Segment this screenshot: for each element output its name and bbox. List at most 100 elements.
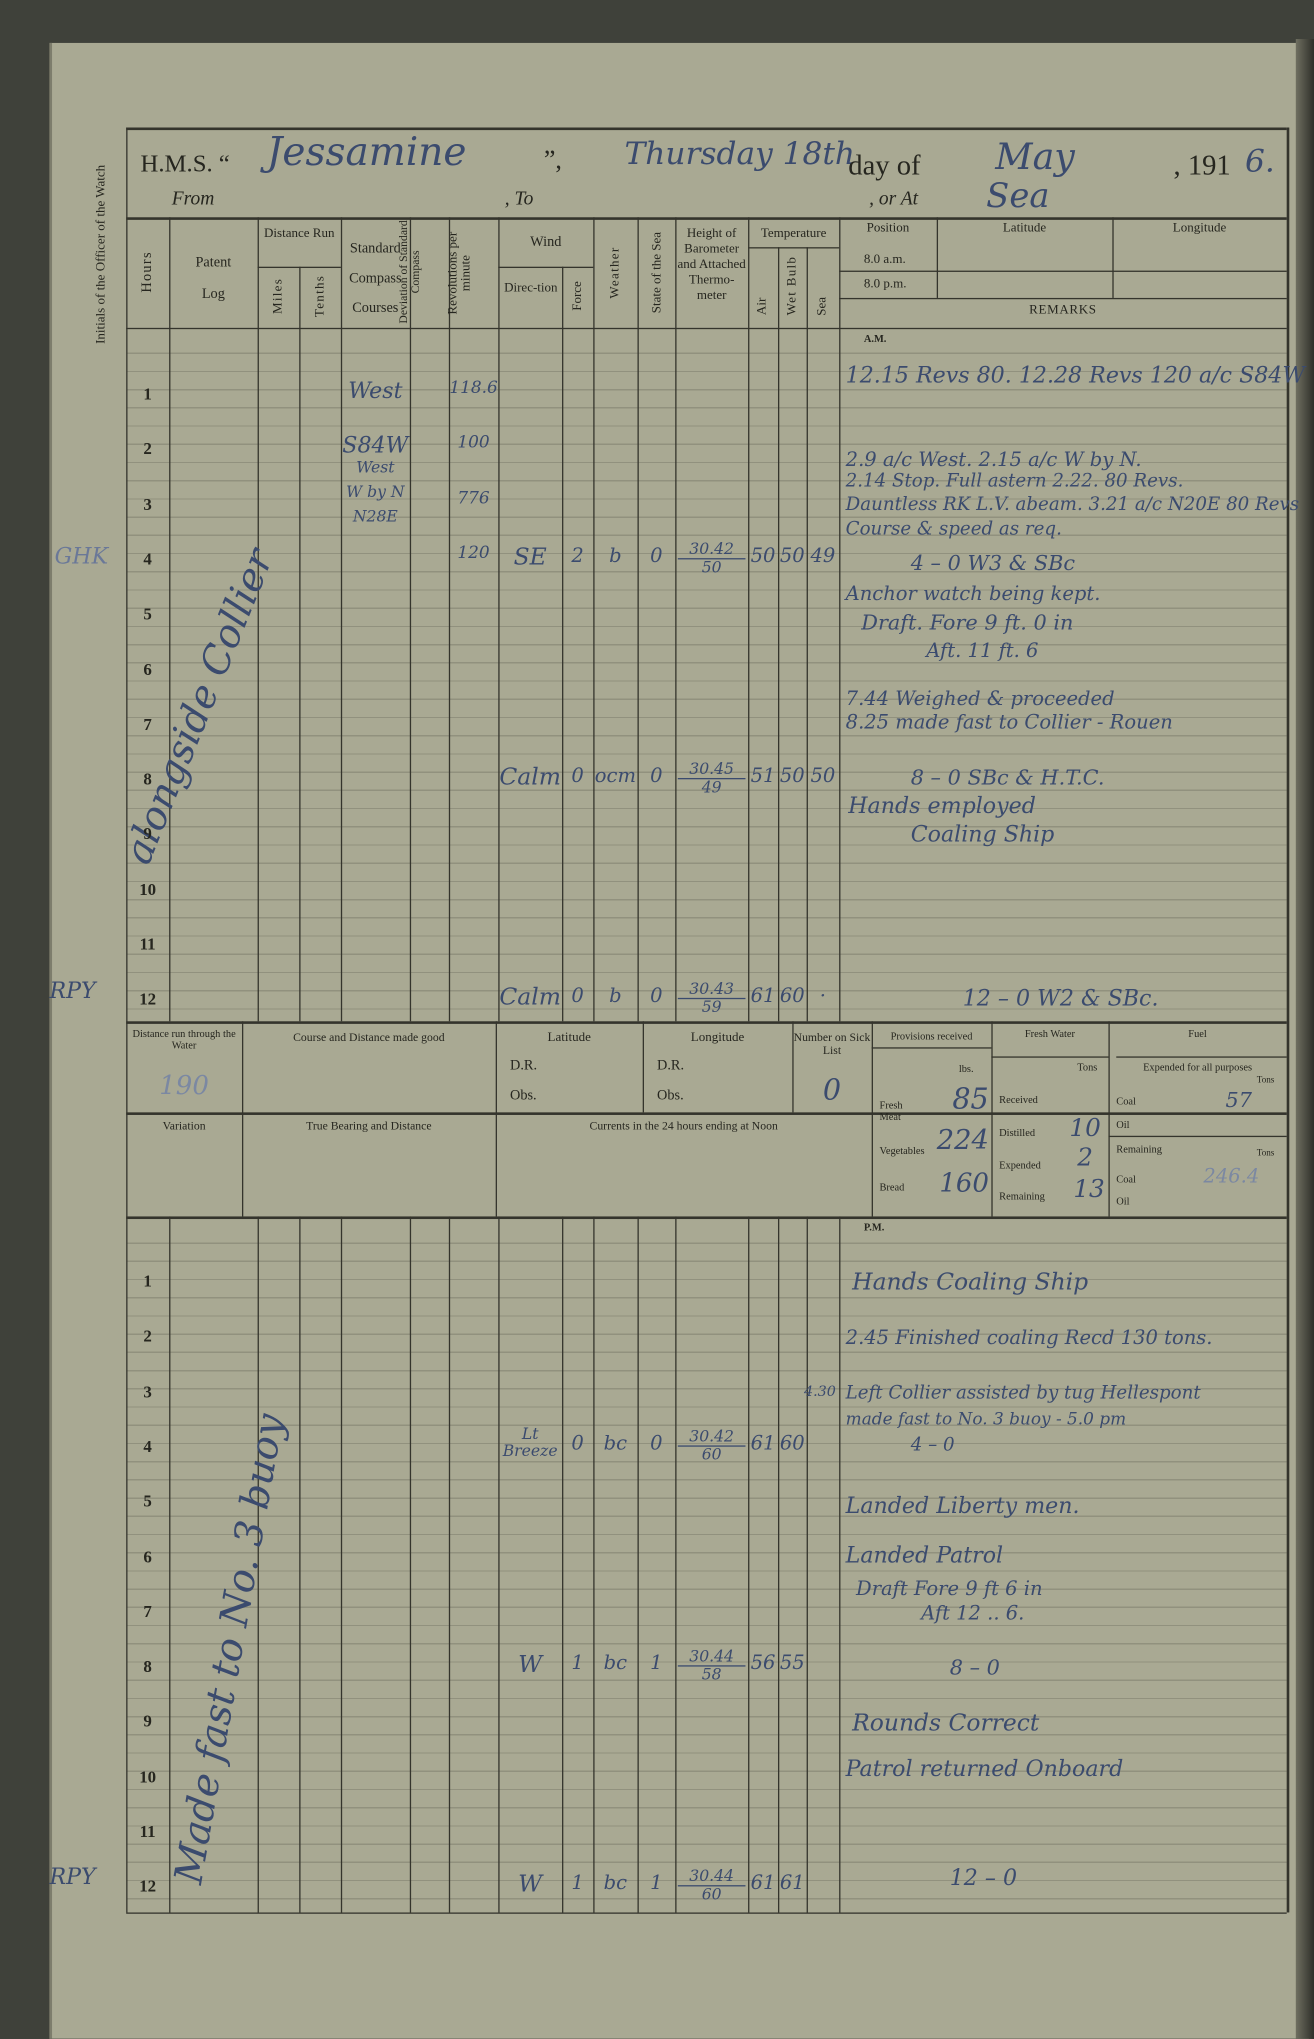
log-weather: bc <box>603 1871 628 1895</box>
rule-line <box>871 1047 992 1049</box>
remark-line: Aft. 11 ft. 6 <box>926 638 1039 663</box>
log-air: 61 <box>750 1871 776 1895</box>
log-revs: 776 <box>457 488 490 509</box>
remark-line: Aft 12 .. 6. <box>921 1601 1025 1625</box>
rule-line <box>126 1216 1287 1220</box>
currents-label: Currents in the 24 hours ending at Noon <box>589 1118 778 1132</box>
officer-initials: RPY <box>49 978 96 1005</box>
remark-line: 8 – 0 SBc & H.T.C. <box>910 764 1105 790</box>
log-force: 0 <box>571 983 584 1008</box>
rule-line <box>1116 1056 1287 1058</box>
log-sea-temp: · <box>819 983 826 1008</box>
hour-number: 1 <box>143 383 152 404</box>
log-air: 61 <box>750 983 776 1008</box>
log-air: 51 <box>750 763 776 788</box>
water-remaining-value: 13 <box>1073 1174 1105 1204</box>
log-sea-temp: 49 <box>810 543 836 568</box>
remark-line: Rounds Correct <box>852 1709 1040 1737</box>
log-wet: 50 <box>779 543 805 568</box>
log-wet: 60 <box>779 983 805 1008</box>
log-force: 2 <box>571 543 584 568</box>
vegetables-label: Vegetables <box>879 1144 925 1157</box>
am-label: A.M. <box>863 333 887 345</box>
column-line <box>340 217 343 1022</box>
col-patent-log: Patent Log <box>169 247 257 309</box>
remark-line: Draft. Fore 9 ft. 0 in <box>861 610 1074 635</box>
rule-line <box>126 127 1287 131</box>
log-revs: 120 <box>457 543 490 564</box>
remark-line: 12.15 Revs 80. 12.28 Revs 120 a/c S84W <box>845 362 1306 389</box>
remark-line: 8 – 0 <box>949 1654 1000 1680</box>
column-line <box>675 217 677 1022</box>
hour-number: 4 <box>143 548 152 569</box>
log-revs: 118.6 <box>449 378 498 399</box>
rule-line <box>1286 127 1290 1913</box>
remark-line: Draft Fore 9 ft 6 in <box>856 1576 1043 1601</box>
barometer-value: 30.44 <box>677 1648 746 1667</box>
hms-label: H.M.S. “ <box>140 150 230 179</box>
log-sea-state: 0 <box>650 543 663 568</box>
distance-run-label: Distance run through the Water <box>132 1027 236 1052</box>
log-sea-temp: 50 <box>810 763 836 788</box>
log-sea-state: 0 <box>650 983 663 1008</box>
hour-number: 9 <box>143 824 152 844</box>
log-force: 0 <box>571 763 584 788</box>
remark-line: 2.14 Stop. Full astern 2.22. 80 Revs. <box>845 470 1184 492</box>
or-at-label: , or At <box>869 188 919 210</box>
water-distilled-value: 10 <box>1069 1113 1101 1143</box>
longitude-obs-label: Obs. <box>657 1087 684 1104</box>
col-sea-temp: Sea <box>815 296 830 316</box>
remark-line: 7.44 Weighed & proceeded <box>845 686 1115 711</box>
col-deviation: Deviation of Standard Compass <box>396 220 422 324</box>
hour-number: 3 <box>143 1381 152 1401</box>
hour-number: 10 <box>139 879 157 899</box>
barometer-thermometer: 30.45 49 <box>677 761 746 796</box>
fuel-remaining-coal-label: Coal <box>1116 1173 1136 1186</box>
hour-number: 3 <box>143 493 152 514</box>
col-line: Compass <box>349 270 402 287</box>
col-force: Force <box>570 281 585 311</box>
fuel-remaining-label: Remaining <box>1116 1143 1162 1156</box>
quote-close: ”, <box>543 145 562 175</box>
fuel-remaining-unit: Tons <box>1256 1147 1275 1158</box>
fuel-expended-coal-label: Coal <box>1116 1095 1136 1108</box>
barometer-thermometer: 30.42 60 <box>677 1428 746 1463</box>
water-received-label: Received <box>999 1094 1038 1106</box>
rule-line <box>257 266 341 269</box>
course-entry: N28E <box>352 507 398 526</box>
fresh-meat-value: 85 <box>952 1083 989 1117</box>
hour-number: 6 <box>143 658 152 679</box>
remark-line: 12 – 0 <box>949 1865 1018 1892</box>
hour-number: 12 <box>139 1876 157 1896</box>
month: May <box>995 135 1075 179</box>
col-position: Position <box>866 221 910 236</box>
col-direction: Direc-tion <box>504 281 558 296</box>
fuel-expended-coal-value: 57 <box>1225 1087 1253 1113</box>
vegetables-value: 224 <box>936 1124 989 1156</box>
column-line <box>839 1216 841 1913</box>
remark-line: Dauntless RK L.V. abeam. 3.21 a/c N20E 8… <box>845 494 1300 516</box>
rule-line <box>871 1021 873 1217</box>
latitude-obs-label: Obs. <box>509 1087 537 1104</box>
fuel-remaining-coal-value: 246.4 <box>1203 1164 1260 1188</box>
remark-line: made fast to No. 3 buoy - 5.0 pm <box>845 1410 1127 1430</box>
remark-line: 4 – 0 W3 & SBc <box>910 550 1076 576</box>
barometer-value: 30.45 <box>677 761 746 780</box>
summary-latitude-label: Latitude <box>547 1030 591 1045</box>
rule-line <box>642 1021 644 1113</box>
remark-line: Left Collier assisted by tug Hellespont <box>845 1382 1201 1404</box>
log-direction: SE <box>513 543 547 571</box>
remark-line: Course & speed as req. <box>845 519 1062 540</box>
column-line <box>806 247 808 1022</box>
column-line <box>777 1216 780 1913</box>
remark-line: Patrol returned Onboard <box>845 1756 1124 1783</box>
col-latitude: Latitude <box>1002 221 1047 236</box>
col-standard-compass-courses: Standard Compass Courses <box>341 234 410 324</box>
hour-number: 5 <box>143 603 152 624</box>
log-air: 56 <box>750 1651 776 1675</box>
log-sea-state: 0 <box>650 1430 663 1455</box>
hour-number: 2 <box>143 1326 152 1346</box>
officer-initials-label: Initials of the Officer of the Watch <box>94 164 109 344</box>
log-force: 1 <box>571 1651 584 1675</box>
hour-number: 10 <box>139 1766 157 1786</box>
